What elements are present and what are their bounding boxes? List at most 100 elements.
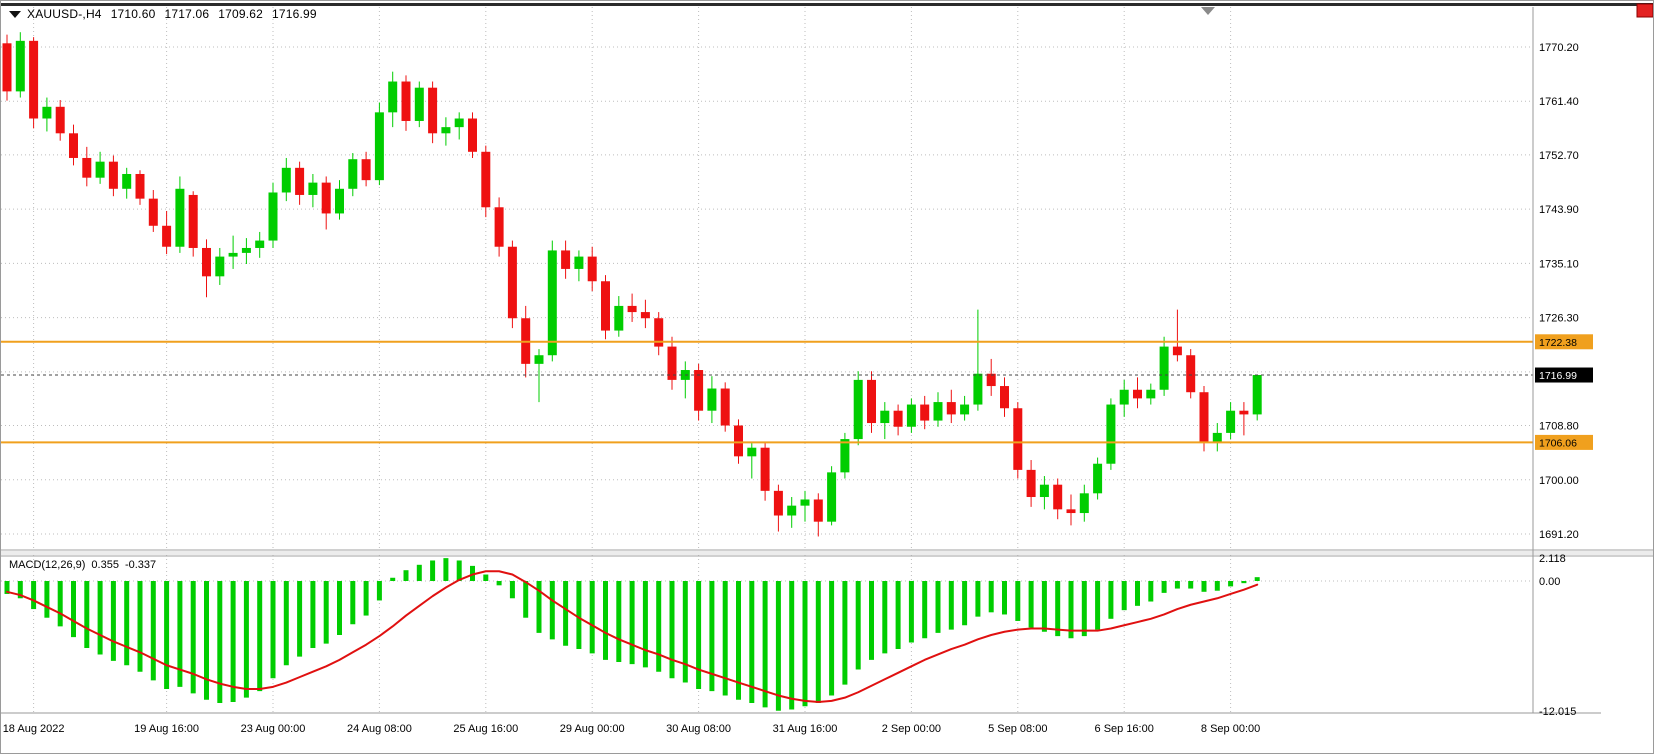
price-axis-label[interactable]: 1726.30 [1539,313,1579,325]
candle [1106,398,1116,470]
candle [574,250,584,282]
candle [162,210,172,255]
candle [800,490,810,522]
time-axis[interactable]: 18 Aug 2022 19 Aug 16:00 23 Aug 00:00 24 Au… [3,723,1261,735]
time-axis-label[interactable]: 31 Aug 16:00 [773,723,838,735]
candle [614,296,624,337]
macd-axis-label[interactable]: -12.015 [1539,706,1576,718]
macd-axis-label[interactable]: 0.00 [1539,576,1560,588]
macd-axis[interactable]: 2.118 0.00 -12.015 [1539,553,1576,718]
candle [1133,377,1142,409]
candle [827,466,837,526]
candle [188,191,198,257]
time-axis-label[interactable]: 18 Aug 2022 [3,723,65,735]
candle [241,238,251,264]
time-axis-label[interactable]: 2 Sep 00:00 [882,723,941,735]
candle [773,484,783,532]
time-axis-label[interactable]: 25 Aug 16:00 [453,723,518,735]
time-axis-label[interactable]: 23 Aug 00:00 [241,723,306,735]
candle [281,157,291,202]
time-axis-label[interactable]: 30 Aug 08:00 [666,723,731,735]
symbol-caret-icon [9,11,21,18]
candle [1053,478,1063,520]
svg-text:1706.06: 1706.06 [1539,437,1577,449]
candle [202,239,211,298]
candle [720,382,730,432]
candle [55,100,65,141]
candle [853,371,863,446]
candle [627,293,637,322]
level-price-badge: 1722.38 [1535,334,1593,350]
time-axis-label[interactable]: 6 Sep 16:00 [1095,723,1154,735]
price-axis-label[interactable]: 1770.20 [1539,42,1579,54]
candle [401,75,411,131]
price-axis-label[interactable]: 1700.00 [1539,475,1579,487]
candle [268,182,278,248]
time-axis-label[interactable]: 5 Sep 08:00 [988,723,1047,735]
ohlc-close: 1716.99 [272,7,317,21]
candle [215,247,225,285]
candle [880,402,890,440]
price-axis-label[interactable]: 1735.10 [1539,258,1579,270]
candle [1093,457,1103,500]
time-axis-label[interactable]: 29 Aug 00:00 [560,723,625,735]
candlestick-series [2,32,1262,537]
info-bar: XAUUSD-,H4 1710.60 1717.06 1709.62 1716.99 [27,7,317,21]
candle [1186,349,1196,399]
time-axis-label[interactable]: 8 Sep 00:00 [1201,723,1260,735]
candle [42,97,52,132]
macd-main-value: 0.355 [91,559,119,571]
ohlc-open: 1710.60 [110,7,156,21]
macd-signal-value: -0.337 [124,559,157,571]
candle [946,389,956,424]
candle [321,176,331,230]
price-axis-label[interactable]: 1743.90 [1539,204,1579,216]
pane-separator[interactable] [1,549,1654,557]
price-axis-label[interactable]: 1691.20 [1539,529,1579,541]
candle [175,176,185,253]
candle [1039,476,1049,510]
candle [308,173,318,208]
candle [148,190,158,232]
macd-axis-label[interactable]: 2.118 [1539,553,1566,565]
candle [587,246,597,292]
candle [69,124,78,166]
candle [986,358,996,396]
axis-frame [1,7,1601,714]
last-price-badge: 1716.99 [1535,367,1593,383]
candle [654,312,664,356]
macd-name: MACD(12,26,9) [9,559,86,571]
time-axis-label[interactable]: 19 Aug 16:00 [134,723,199,735]
candle [228,235,238,269]
candle [135,170,145,205]
ohlc-low: 1709.62 [218,7,264,21]
candle [335,180,344,220]
candle [561,240,571,279]
scroll-position-indicator [1636,3,1653,18]
price-axis-label[interactable]: 1752.70 [1539,150,1579,162]
price-axis-label[interactable]: 1708.80 [1539,421,1579,433]
candle [295,161,305,205]
level-lines[interactable] [1,340,1533,444]
candle [1026,460,1036,507]
time-axis-label[interactable]: 24 Aug 08:00 [347,723,412,735]
candle [813,493,823,537]
candle [1013,402,1023,479]
candle [920,395,930,430]
candle [1146,383,1156,405]
candle [441,117,451,146]
chart-shift-marker-icon[interactable] [1201,7,1215,15]
candle [547,240,557,362]
macd-signal-line [6,570,1259,703]
candle [122,167,132,199]
candle [1159,336,1169,396]
candle [760,441,770,501]
candle [906,398,916,433]
candle [747,441,757,479]
candle [960,395,970,421]
candle [534,349,544,403]
candle [1119,379,1129,417]
price-axis-label[interactable]: 1761.40 [1539,96,1579,108]
